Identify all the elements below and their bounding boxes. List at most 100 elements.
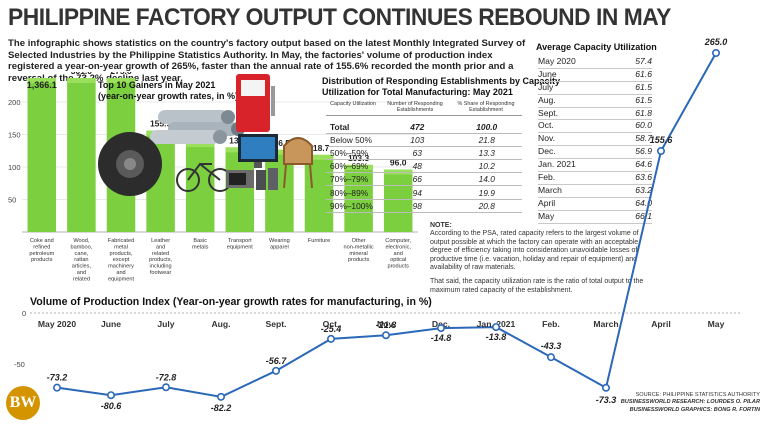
volume-point bbox=[381, 331, 390, 340]
capacity-row: May 2020 57.4 bbox=[538, 56, 652, 69]
bw-logo: BW bbox=[6, 386, 40, 420]
gainers-bar-cap bbox=[304, 154, 334, 160]
capacity-month: Feb. bbox=[538, 172, 556, 183]
distribution-row: Below 50% 103 21.8 bbox=[326, 133, 522, 148]
capacity-list: May 2020 57.4 June 61.6 July 61.5 Aug. 61.5 Sept… bbox=[538, 56, 652, 224]
gainers-title: Top 10 Gainers in May 2021 (year-on-year… bbox=[98, 80, 238, 101]
gainers-category-label: Furniture bbox=[308, 238, 330, 244]
capacity-month: April bbox=[538, 197, 556, 208]
gainers-title-line2: (year-on-year growth rates, in %) bbox=[98, 90, 239, 101]
volume-value-label: -13.8 bbox=[486, 332, 507, 342]
gainers-value-label: 275.6 bbox=[110, 72, 132, 76]
fuel-pump-icon bbox=[236, 74, 275, 132]
distribution-header-share: % Share of Responding Establishment bbox=[457, 101, 515, 114]
volume-value-label: -14.8 bbox=[431, 333, 452, 343]
capacity-row: April 64.0 bbox=[538, 198, 652, 211]
distribution-cell-label: 50%–59% bbox=[326, 146, 384, 161]
canisters-icon bbox=[256, 168, 278, 190]
capacity-value: 66.1 bbox=[635, 210, 652, 221]
distribution-cell-share: 21.8 bbox=[451, 133, 522, 148]
capacity-row: May 66.1 bbox=[538, 211, 652, 224]
volume-line bbox=[56, 52, 717, 398]
distribution-header-count: Number of Responding Establishments bbox=[387, 101, 443, 114]
credit-graphics: BUSINESSWORLD GRAPHICS: BONG R. FORTIN bbox=[629, 406, 760, 413]
note-paragraph-1: According to the PSA, rated capacity ref… bbox=[430, 230, 639, 272]
distribution-cell-share: 14.0 bbox=[451, 172, 522, 187]
capacity-value: 56.9 bbox=[635, 146, 652, 157]
gainers-category-label: Transport equipment bbox=[227, 238, 254, 250]
gainers-y-tick: 200 bbox=[8, 98, 21, 107]
volume-x-tick: May 2020 bbox=[38, 319, 76, 329]
volume-value-label: 155.6 bbox=[650, 135, 674, 145]
volume-x-tick: Sept. bbox=[265, 319, 286, 329]
distribution-cell-share: 10.2 bbox=[451, 159, 522, 174]
volume-point bbox=[711, 48, 720, 57]
distribution-cell-count: 48 bbox=[383, 159, 452, 174]
capacity-row: March 63.2 bbox=[538, 185, 652, 198]
capacity-value: 64.6 bbox=[635, 159, 652, 170]
gainers-category-label: Fabricated metal products, except machinery a… bbox=[108, 238, 135, 282]
capacity-month: Dec. bbox=[538, 146, 556, 157]
volume-point bbox=[656, 147, 665, 156]
capacity-value: 61.5 bbox=[635, 94, 652, 105]
volume-x-tick: July bbox=[157, 319, 174, 329]
volume-value-label: 265.0 bbox=[704, 37, 728, 47]
distribution-cell-label: 90%–100% bbox=[326, 199, 384, 213]
gainers-y-tick: 150 bbox=[8, 131, 21, 140]
computer-monitor-icon bbox=[238, 134, 278, 168]
volume-point bbox=[326, 334, 335, 343]
note-paragraph-2: That said, the capacity utilization rate… bbox=[430, 278, 644, 294]
gainers-value-label: 126.5 bbox=[269, 138, 291, 148]
distribution-row: 60%–69% 48 10.2 bbox=[326, 159, 522, 174]
volume-value-label: -25.4 bbox=[321, 324, 342, 334]
note-box: NOTE: According to the PSA, rated capaci… bbox=[430, 222, 656, 295]
gainers-bar bbox=[185, 142, 215, 232]
tire-icon bbox=[98, 132, 162, 196]
distribution-cell-label: 60%–69% bbox=[326, 159, 384, 174]
distribution-header-utilization: Capacity Utilization bbox=[330, 101, 376, 107]
distribution-cell-share: 13.3 bbox=[451, 146, 522, 161]
gainers-category-label: Coke and refined petroleum products bbox=[29, 238, 54, 263]
volume-point bbox=[491, 323, 500, 332]
gainers-bar-cap bbox=[27, 78, 57, 83]
gainers-value-label: 301.0 bbox=[71, 72, 93, 76]
volume-title: Volume of Production Index (Year-on-year… bbox=[30, 296, 432, 308]
capacity-value: 61.5 bbox=[635, 81, 652, 92]
volume-y-tick: 0 bbox=[22, 309, 26, 318]
gainers-category-label: Wearing apparel bbox=[269, 238, 290, 250]
distribution-cell-count: 63 bbox=[383, 146, 452, 161]
distribution-cell-count: 103 bbox=[383, 133, 452, 148]
volume-x-tick: Oct. bbox=[323, 319, 340, 329]
distribution-row: Total 472 100.0 bbox=[326, 121, 522, 135]
capacity-row: Jan. 2021 64.6 bbox=[538, 159, 652, 173]
capacity-row: Dec. 56.9 bbox=[538, 146, 652, 160]
volume-x-tick: Feb. bbox=[542, 319, 560, 329]
volume-x-tick: Aug. bbox=[211, 319, 230, 329]
credit-source: SOURCE: PHILIPPINE STATISTICS AUTHORITY bbox=[635, 392, 760, 398]
gainers-title-line1: Top 10 Gainers in May 2021 bbox=[98, 80, 216, 90]
volume-x-tick: June bbox=[101, 319, 121, 329]
gainers-y-tick: 50 bbox=[8, 196, 16, 205]
gainers-value-label: 155.9 bbox=[150, 119, 172, 129]
distribution-cell-label: Below 50% bbox=[326, 133, 384, 148]
distribution-cell-count: 472 bbox=[383, 121, 452, 135]
rattan-chair-icon bbox=[283, 137, 313, 189]
microwave-icon bbox=[226, 170, 254, 188]
capacity-month: Nov. bbox=[538, 133, 556, 144]
distribution-header: Capacity Utilization Number of Respondin… bbox=[326, 101, 522, 117]
volume-x-tick: March bbox=[593, 319, 618, 329]
distribution-cell-share: 20.8 bbox=[451, 199, 522, 213]
volume-value-label: -82.2 bbox=[211, 403, 232, 413]
capacity-value: 61.8 bbox=[635, 107, 652, 118]
gainers-category-label: Computer, electronic, and optical products bbox=[385, 238, 411, 270]
capacity-month: Oct. bbox=[538, 120, 554, 131]
volume-value-label: -43.3 bbox=[541, 341, 562, 351]
capacity-row: Aug. 61.5 bbox=[538, 95, 652, 108]
gainers-value-label: 118.7 bbox=[309, 143, 330, 153]
distribution-cell-count: 66 bbox=[383, 172, 452, 187]
volume-point bbox=[217, 392, 226, 401]
distribution-row: 70%–79% 66 14.0 bbox=[326, 172, 522, 187]
capacity-row: June 61.6 bbox=[538, 69, 652, 82]
volume-x-tick: Dec. bbox=[432, 319, 450, 329]
distribution-row: 50%–59% 63 13.3 bbox=[326, 146, 522, 161]
